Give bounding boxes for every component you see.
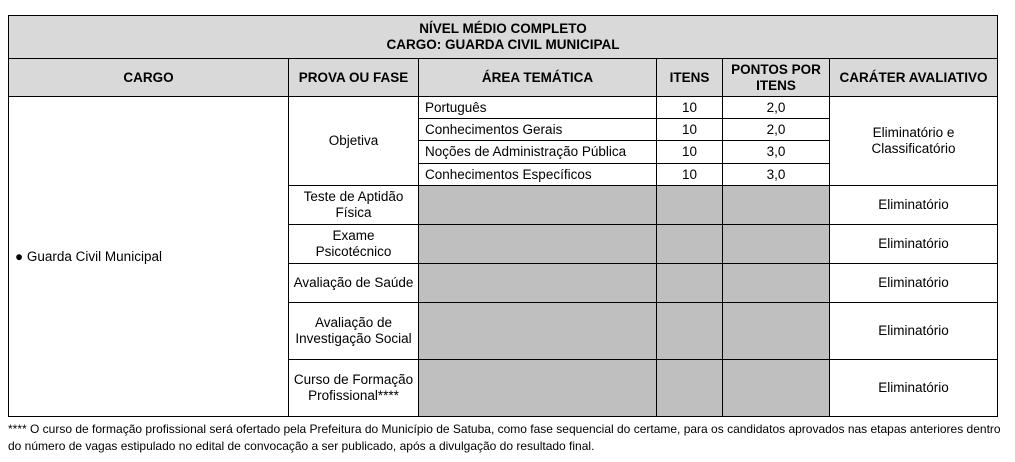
area-cell: Conhecimentos Específicos [418,163,657,186]
header-area: ÁREA TEMÁTICA [418,58,657,97]
area-cell: Português [418,96,657,119]
header-itens: ITENS [656,58,723,97]
carater-cell: Eliminatório [828,359,999,417]
prova-fase: Avaliação de Saúde [288,263,419,303]
carater-cell: Eliminatório [828,185,999,225]
title-line1: NÍVEL MÉDIO COMPLETO [419,21,587,36]
empty-cell [722,359,830,417]
title-line2: CARGO: GUARDA CIVIL MUNICIPAL [386,37,620,52]
header-cargo: CARGO [8,58,289,97]
empty-cell [722,224,830,264]
pontos-cell: 3,0 [722,163,830,186]
empty-cell [656,185,723,225]
prova-fase: Curso de Formação Profissional**** [288,359,419,417]
itens-cell: 10 [656,163,723,186]
itens-cell: 10 [656,118,723,141]
empty-cell [656,359,723,417]
footnote: **** O curso de formação profissional se… [8,422,1001,453]
exam-table: NÍVEL MÉDIO COMPLETO CARGO: GUARDA CIVIL … [7,15,999,417]
empty-cell [722,302,830,360]
carater-cell: Eliminatório [828,263,999,303]
empty-cell [656,263,723,303]
itens-cell: 10 [656,140,723,164]
empty-cell [722,185,830,225]
empty-cell [418,263,657,303]
prova-objetiva: Objetiva [288,96,419,186]
prova-fase: Avaliação de Investigação Social [288,302,419,360]
empty-cell [418,185,657,225]
pontos-cell: 2,0 [722,96,830,119]
pontos-cell: 3,0 [722,140,830,164]
area-cell: Noções de Administração Pública [418,140,657,164]
header-prova: PROVA OU FASE [288,58,419,97]
carater-cell: Eliminatório [828,224,999,264]
prova-fase: Exame Psicotécnico [288,224,419,264]
empty-cell [418,224,657,264]
header-pontos: PONTOS POR ITENS [722,58,830,97]
table-title: NÍVEL MÉDIO COMPLETO CARGO: GUARDA CIVIL … [7,15,999,59]
cargo-cell: ● Guarda Civil Municipal [8,96,289,417]
empty-cell [656,224,723,264]
prova-fase: Teste de Aptidão Física [288,185,419,225]
itens-cell: 10 [656,96,723,119]
header-carater: CARÁTER AVALIATIVO [828,58,999,97]
pontos-cell: 2,0 [722,118,830,141]
carater-cell: Eliminatório [828,302,999,360]
empty-cell [418,359,657,417]
carater-objetiva: Eliminatório e Classificatório [828,96,999,186]
area-cell: Conhecimentos Gerais [418,118,657,141]
empty-cell [418,302,657,360]
empty-cell [722,263,830,303]
empty-cell [656,302,723,360]
